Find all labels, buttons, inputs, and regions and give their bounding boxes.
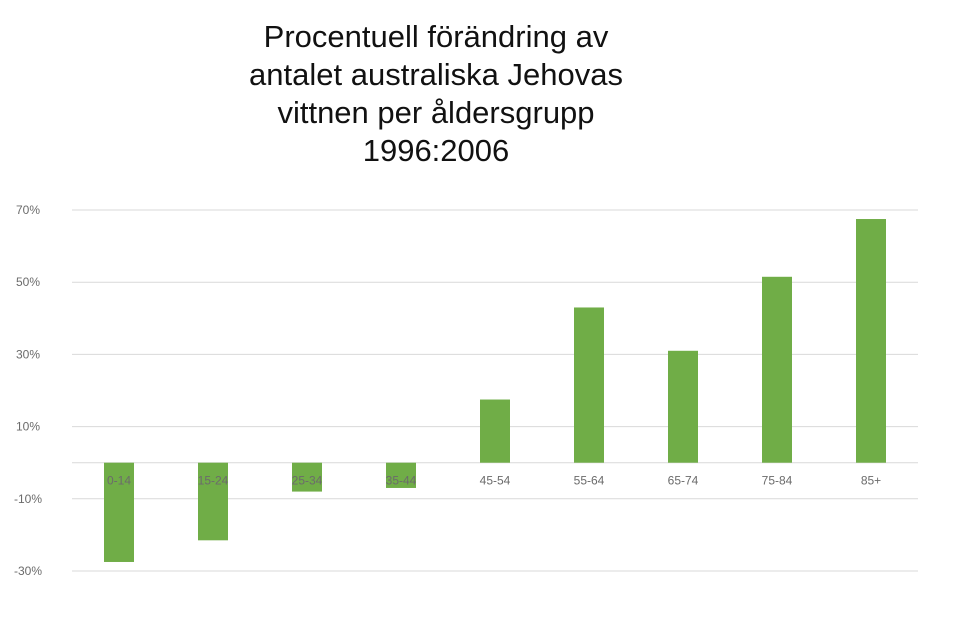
chart-title: Procentuell förändring av antalet austra… (186, 18, 686, 170)
chart-title-line: vittnen per åldersgrupp (277, 95, 595, 130)
y-tick-label: 70% (16, 203, 40, 217)
chart-title-line: 1996:2006 (362, 133, 510, 168)
x-category-label: 25-34 (292, 474, 323, 488)
x-category-label: 35-44 (386, 474, 417, 488)
chart-title-line: antalet australiska Jehovas (249, 57, 623, 92)
bar-45-54 (480, 399, 510, 463)
x-category-label: 15-24 (198, 474, 229, 488)
bar-25-34 (292, 462, 322, 492)
y-tick-label: -10% (14, 492, 42, 506)
bar-0-14 (104, 462, 134, 562)
y-tick-label: 50% (16, 275, 40, 289)
x-category-label: 85+ (861, 474, 881, 488)
x-category-label: 0-14 (107, 474, 131, 488)
x-category-label: 75-84 (762, 474, 793, 488)
bars (104, 219, 886, 562)
x-axis-categories: 0-14 15-24 25-34 35-44 45-54 55-64 65-74 75-84 8… (107, 474, 881, 488)
chart-title-line: Procentuell förändring av (263, 19, 609, 54)
y-tick-label: 10% (16, 420, 40, 434)
bar-55-64 (574, 307, 604, 463)
bar-35-44 (386, 462, 416, 488)
y-axis-ticks: 70% 50% 30% 10% -10% -30% (14, 203, 42, 578)
bar-85+ (856, 219, 886, 463)
x-category-label: 65-74 (668, 474, 699, 488)
x-category-label: 55-64 (574, 474, 605, 488)
bar-75-84 (762, 276, 792, 463)
bar-15-24 (198, 462, 228, 541)
y-tick-label: 30% (16, 347, 40, 361)
x-category-label: 45-54 (480, 474, 511, 488)
y-tick-label: -30% (14, 564, 42, 578)
bar-65-74 (668, 350, 698, 463)
